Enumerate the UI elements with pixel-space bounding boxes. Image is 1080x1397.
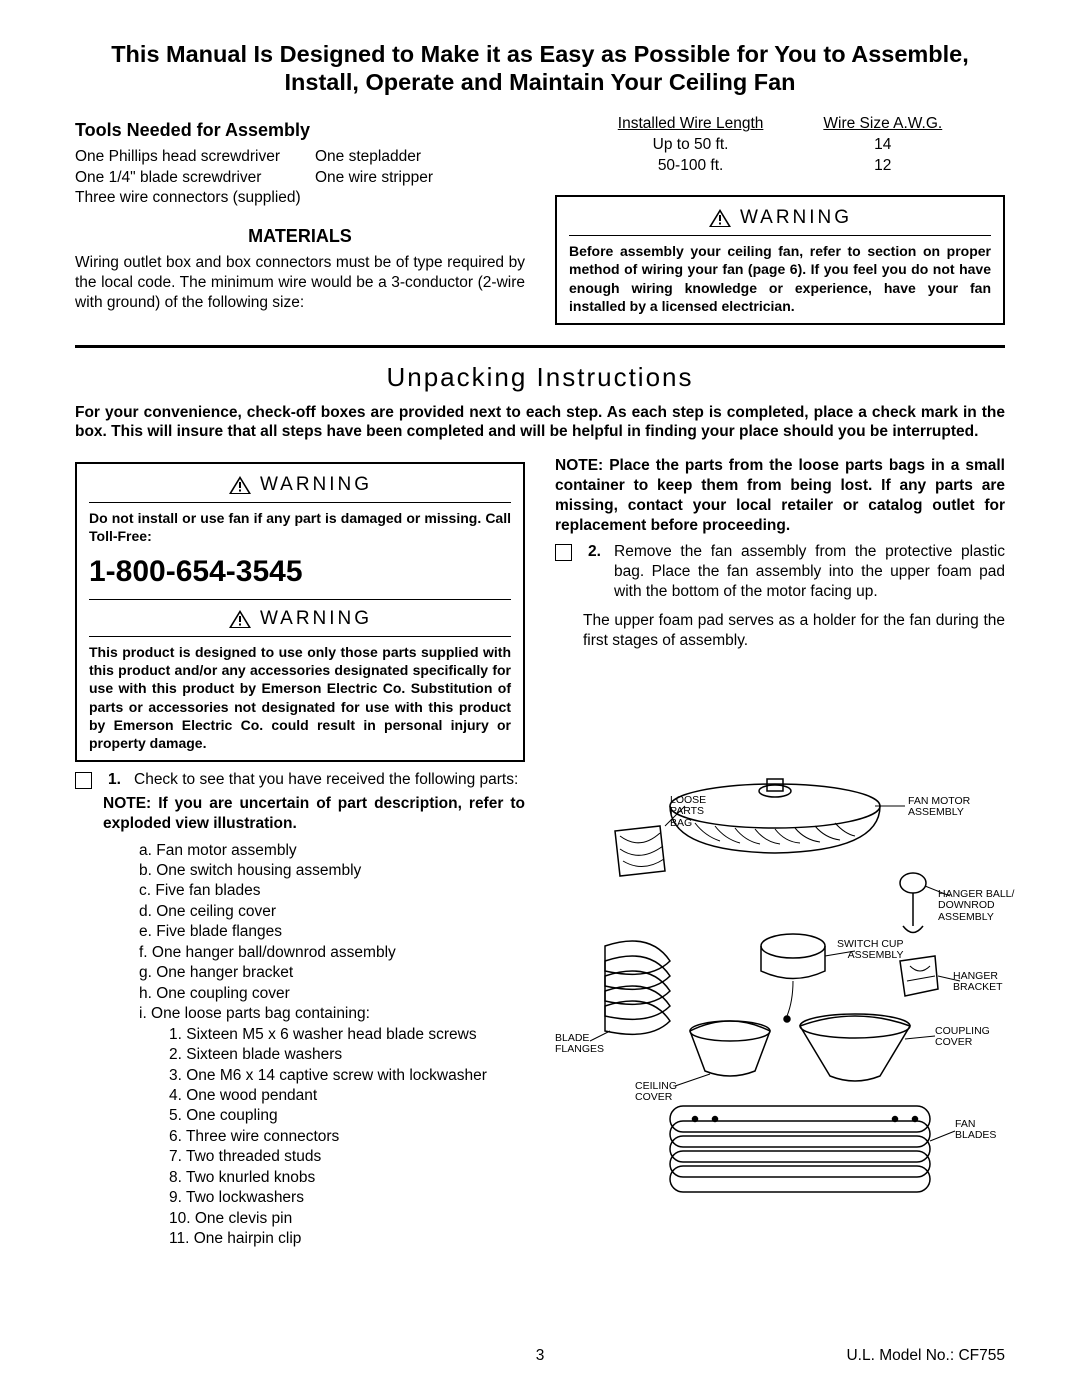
wire-col-awg: Wire Size A.W.G. 14 12: [823, 114, 942, 177]
warning-divider: [89, 502, 511, 503]
label-ceiling-cover: CEILINGCOVER: [635, 1081, 677, 1104]
step-number: 2.: [588, 542, 606, 602]
exploded-view-diagram: LOOSEPARTSBAG FAN MOTORASSEMBLY HANGER B…: [555, 771, 1000, 1271]
diagram-svg: [555, 771, 1000, 1271]
unpack-title: Unpacking Instructions: [75, 362, 1005, 393]
subpart-item: 8. Two knurled knobs: [169, 1168, 525, 1188]
tool-cell: One 1/4" blade screwdriver: [75, 168, 315, 188]
part-item: a. Fan motor assembly: [139, 841, 525, 861]
warning-icon: [708, 208, 732, 228]
wire-col-length: Installed Wire Length Up to 50 ft. 50-10…: [618, 114, 764, 177]
parts-list: a. Fan motor assembly b. One switch hous…: [139, 841, 525, 1025]
part-item: b. One switch housing assembly: [139, 861, 525, 881]
wire-cell: 50-100 ft.: [618, 156, 764, 177]
warning-box-1: WARNING Before assembly your ceiling fan…: [555, 195, 1005, 325]
page-footer: 3 U.L. Model No.: CF755: [75, 1347, 1005, 1365]
tool-cell: Three wire connectors (supplied): [75, 188, 315, 208]
right-col-bottom: NOTE: Place the parts from the loose par…: [555, 454, 1005, 1271]
subpart-item: 4. One wood pendant: [169, 1086, 525, 1106]
wire-cell: 12: [823, 156, 942, 177]
wire-cell: Up to 50 ft.: [618, 135, 764, 156]
warning-header: WARNING: [89, 599, 511, 634]
wire-table: Installed Wire Length Up to 50 ft. 50-10…: [555, 114, 1005, 177]
right-col-top: Installed Wire Length Up to 50 ft. 50-10…: [555, 114, 1005, 333]
manual-page: This Manual Is Designed to Make it as Ea…: [0, 0, 1080, 1397]
label-loose-parts: LOOSEPARTSBAG: [670, 795, 706, 830]
label-hanger-bracket: HANGERBRACKET: [953, 971, 1003, 994]
subparts-list: 1. Sixteen M5 x 6 washer head blade scre…: [169, 1025, 525, 1250]
part-item: f. One hanger ball/downrod assembly: [139, 943, 525, 963]
tool-cell: One Phillips head screwdriver: [75, 147, 315, 167]
warning-icon: [228, 475, 252, 495]
step-2-extra: The upper foam pad serves as a holder fo…: [583, 611, 1005, 651]
step-body: Remove the fan assembly from the protect…: [614, 542, 1005, 602]
step-checkbox[interactable]: [75, 772, 92, 789]
tool-cell: One wire stripper: [315, 168, 433, 188]
part-item: g. One hanger bracket: [139, 963, 525, 983]
section-divider: [75, 345, 1005, 348]
main-title: This Manual Is Designed to Make it as Ea…: [75, 40, 1005, 96]
wire-header: Installed Wire Length: [618, 114, 764, 135]
subpart-item: 9. Two lockwashers: [169, 1188, 525, 1208]
wire-cell: 14: [823, 135, 942, 156]
warning-label: WARNING: [260, 474, 372, 496]
bottom-columns: WARNING Do not install or use fan if any…: [75, 454, 1005, 1271]
step-1: 1. Check to see that you have received t…: [103, 770, 525, 790]
warning-divider: [569, 235, 991, 236]
subpart-item: 10. One clevis pin: [169, 1209, 525, 1229]
step-2: 2. Remove the fan assembly from the prot…: [583, 542, 1005, 602]
subpart-item: 2. Sixteen blade washers: [169, 1045, 525, 1065]
subpart-item: 3. One M6 x 14 captive screw with lockwa…: [169, 1066, 525, 1086]
label-hanger-ball: HANGER BALL/DOWNRODASSEMBLY: [938, 889, 1014, 924]
warning-label: WARNING: [740, 207, 852, 229]
warning-label: WARNING: [260, 608, 372, 630]
left-col-top: Tools Needed for Assembly One Phillips h…: [75, 114, 525, 333]
part-item: c. Five fan blades: [139, 881, 525, 901]
part-item: e. Five blade flanges: [139, 922, 525, 942]
tools-heading: Tools Needed for Assembly: [75, 120, 525, 141]
tools-row: Three wire connectors (supplied): [75, 188, 525, 208]
step-1-note: NOTE: If you are uncertain of part descr…: [103, 794, 525, 834]
materials-body: Wiring outlet box and box connectors mus…: [75, 253, 525, 313]
subpart-item: 6. Three wire connectors: [169, 1127, 525, 1147]
part-item: i. One loose parts bag containing:: [139, 1004, 525, 1024]
part-item: d. One ceiling cover: [139, 902, 525, 922]
tools-row: One Phillips head screwdriver One stepla…: [75, 147, 525, 167]
wire-header: Wire Size A.W.G.: [823, 114, 942, 135]
label-fan-motor: FAN MOTORASSEMBLY: [908, 796, 970, 819]
subpart-item: 7. Two threaded studs: [169, 1147, 525, 1167]
tool-cell: One stepladder: [315, 147, 421, 167]
warning-body: Before assembly your ceiling fan, refer …: [557, 242, 1003, 323]
page-number: 3: [75, 1347, 1005, 1365]
warning-body: This product is designed to use only tho…: [77, 643, 523, 760]
step-checkbox[interactable]: [555, 544, 572, 561]
materials-heading: MATERIALS: [75, 226, 525, 247]
warning-divider: [89, 636, 511, 637]
warning-icon: [228, 609, 252, 629]
top-columns: Tools Needed for Assembly One Phillips h…: [75, 114, 1005, 333]
warning-header: WARNING: [77, 464, 523, 500]
left-col-bottom: WARNING Do not install or use fan if any…: [75, 454, 525, 1271]
step-number: 1.: [108, 770, 126, 790]
toll-free-phone: 1-800-654-3545: [77, 553, 523, 599]
right-note: NOTE: Place the parts from the loose par…: [555, 456, 1005, 537]
subpart-item: 11. One hairpin clip: [169, 1229, 525, 1249]
label-blade-flanges: BLADEFLANGES: [555, 1033, 604, 1056]
warning-body: Do not install or use fan if any part is…: [77, 509, 523, 553]
label-switch-cup: SWITCH CUPASSEMBLY: [837, 939, 904, 962]
unpack-intro: For your convenience, check-off boxes ar…: [75, 403, 1005, 442]
warning-box-2: WARNING Do not install or use fan if any…: [75, 462, 525, 763]
subpart-item: 5. One coupling: [169, 1106, 525, 1126]
warning-header: WARNING: [557, 197, 1003, 233]
label-coupling-cover: COUPLINGCOVER: [935, 1026, 990, 1049]
label-fan-blades: FANBLADES: [955, 1119, 996, 1142]
subpart-item: 1. Sixteen M5 x 6 washer head blade scre…: [169, 1025, 525, 1045]
step-body: Check to see that you have received the …: [134, 770, 525, 790]
part-item: h. One coupling cover: [139, 984, 525, 1004]
tools-row: One 1/4" blade screwdriver One wire stri…: [75, 168, 525, 188]
